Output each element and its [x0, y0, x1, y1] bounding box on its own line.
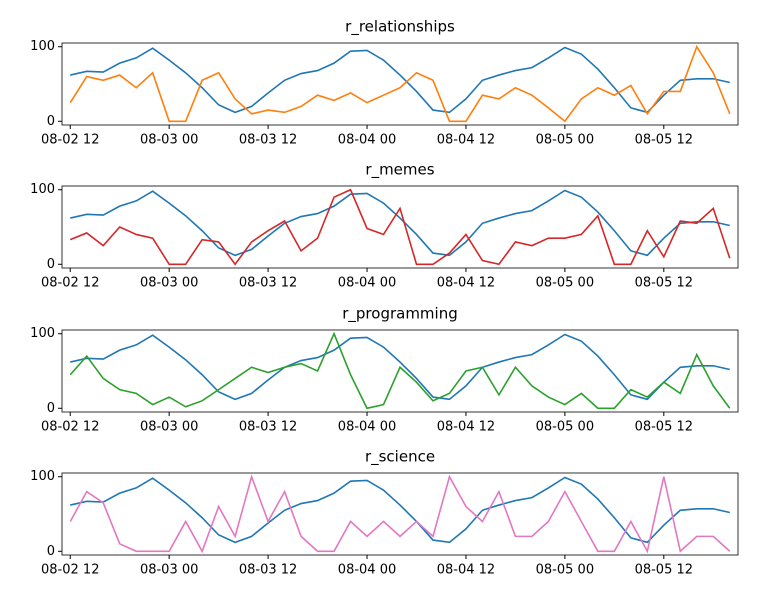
series-line	[69, 44, 731, 123]
y-tick-label: 0	[47, 544, 55, 559]
x-tick-label: 08-03 00	[140, 420, 198, 435]
x-tick-label: 08-03 12	[239, 276, 297, 291]
x-tick-label: 08-05 00	[536, 133, 594, 148]
x-tick-label: 08-03 00	[140, 563, 198, 578]
series-line	[69, 188, 731, 266]
x-tick-label: 08-05 12	[635, 563, 693, 578]
subplot-title: r_relationships	[345, 18, 455, 37]
subplot-title: r_science	[365, 448, 435, 467]
x-tick-label: 08-04 00	[338, 420, 396, 435]
x-tick-label: 08-03 00	[140, 276, 198, 291]
series-line	[69, 331, 731, 410]
x-tick-label: 08-04 00	[338, 563, 396, 578]
axes-frame	[61, 42, 739, 126]
y-tick-label: 100	[30, 182, 55, 197]
x-tick-label: 08-05 12	[635, 276, 693, 291]
x-tick-label: 08-04 12	[437, 420, 495, 435]
series-line	[70, 333, 730, 401]
x-tick-label: 08-04 12	[437, 563, 495, 578]
x-tick-label: 08-02 12	[41, 420, 99, 435]
y-tick-label: 0	[47, 401, 55, 416]
x-tick-label: 08-02 12	[41, 276, 99, 291]
series-line	[70, 476, 730, 544]
subplot-title: r_memes	[365, 161, 434, 180]
x-tick-label: 08-04 00	[338, 276, 396, 291]
x-tick-label: 08-02 12	[41, 563, 99, 578]
x-tick-label: 08-05 00	[536, 276, 594, 291]
x-tick-label: 08-05 00	[536, 420, 594, 435]
x-tick-label: 08-04 00	[338, 133, 396, 148]
subplot-title: r_programming	[342, 305, 458, 324]
y-tick-label: 100	[30, 326, 55, 341]
x-tick-label: 08-03 00	[140, 133, 198, 148]
y-tick-label: 0	[47, 257, 55, 272]
x-tick-label: 08-02 12	[41, 133, 99, 148]
axes-frame	[61, 185, 739, 269]
x-tick-label: 08-05 00	[536, 563, 594, 578]
y-tick-label: 0	[47, 114, 55, 129]
y-tick-label: 100	[30, 469, 55, 484]
x-tick-label: 08-04 12	[437, 276, 495, 291]
x-tick-label: 08-03 12	[239, 563, 297, 578]
x-tick-label: 08-03 12	[239, 420, 297, 435]
series-line	[69, 474, 731, 554]
series-line	[70, 46, 730, 114]
x-tick-label: 08-05 12	[635, 420, 693, 435]
series-line	[70, 189, 730, 257]
axes-frame	[61, 329, 739, 413]
y-tick-label: 100	[30, 39, 55, 54]
x-tick-label: 08-05 12	[635, 133, 693, 148]
x-tick-label: 08-03 12	[239, 133, 297, 148]
x-tick-label: 08-04 12	[437, 133, 495, 148]
axes-frame	[61, 472, 739, 556]
